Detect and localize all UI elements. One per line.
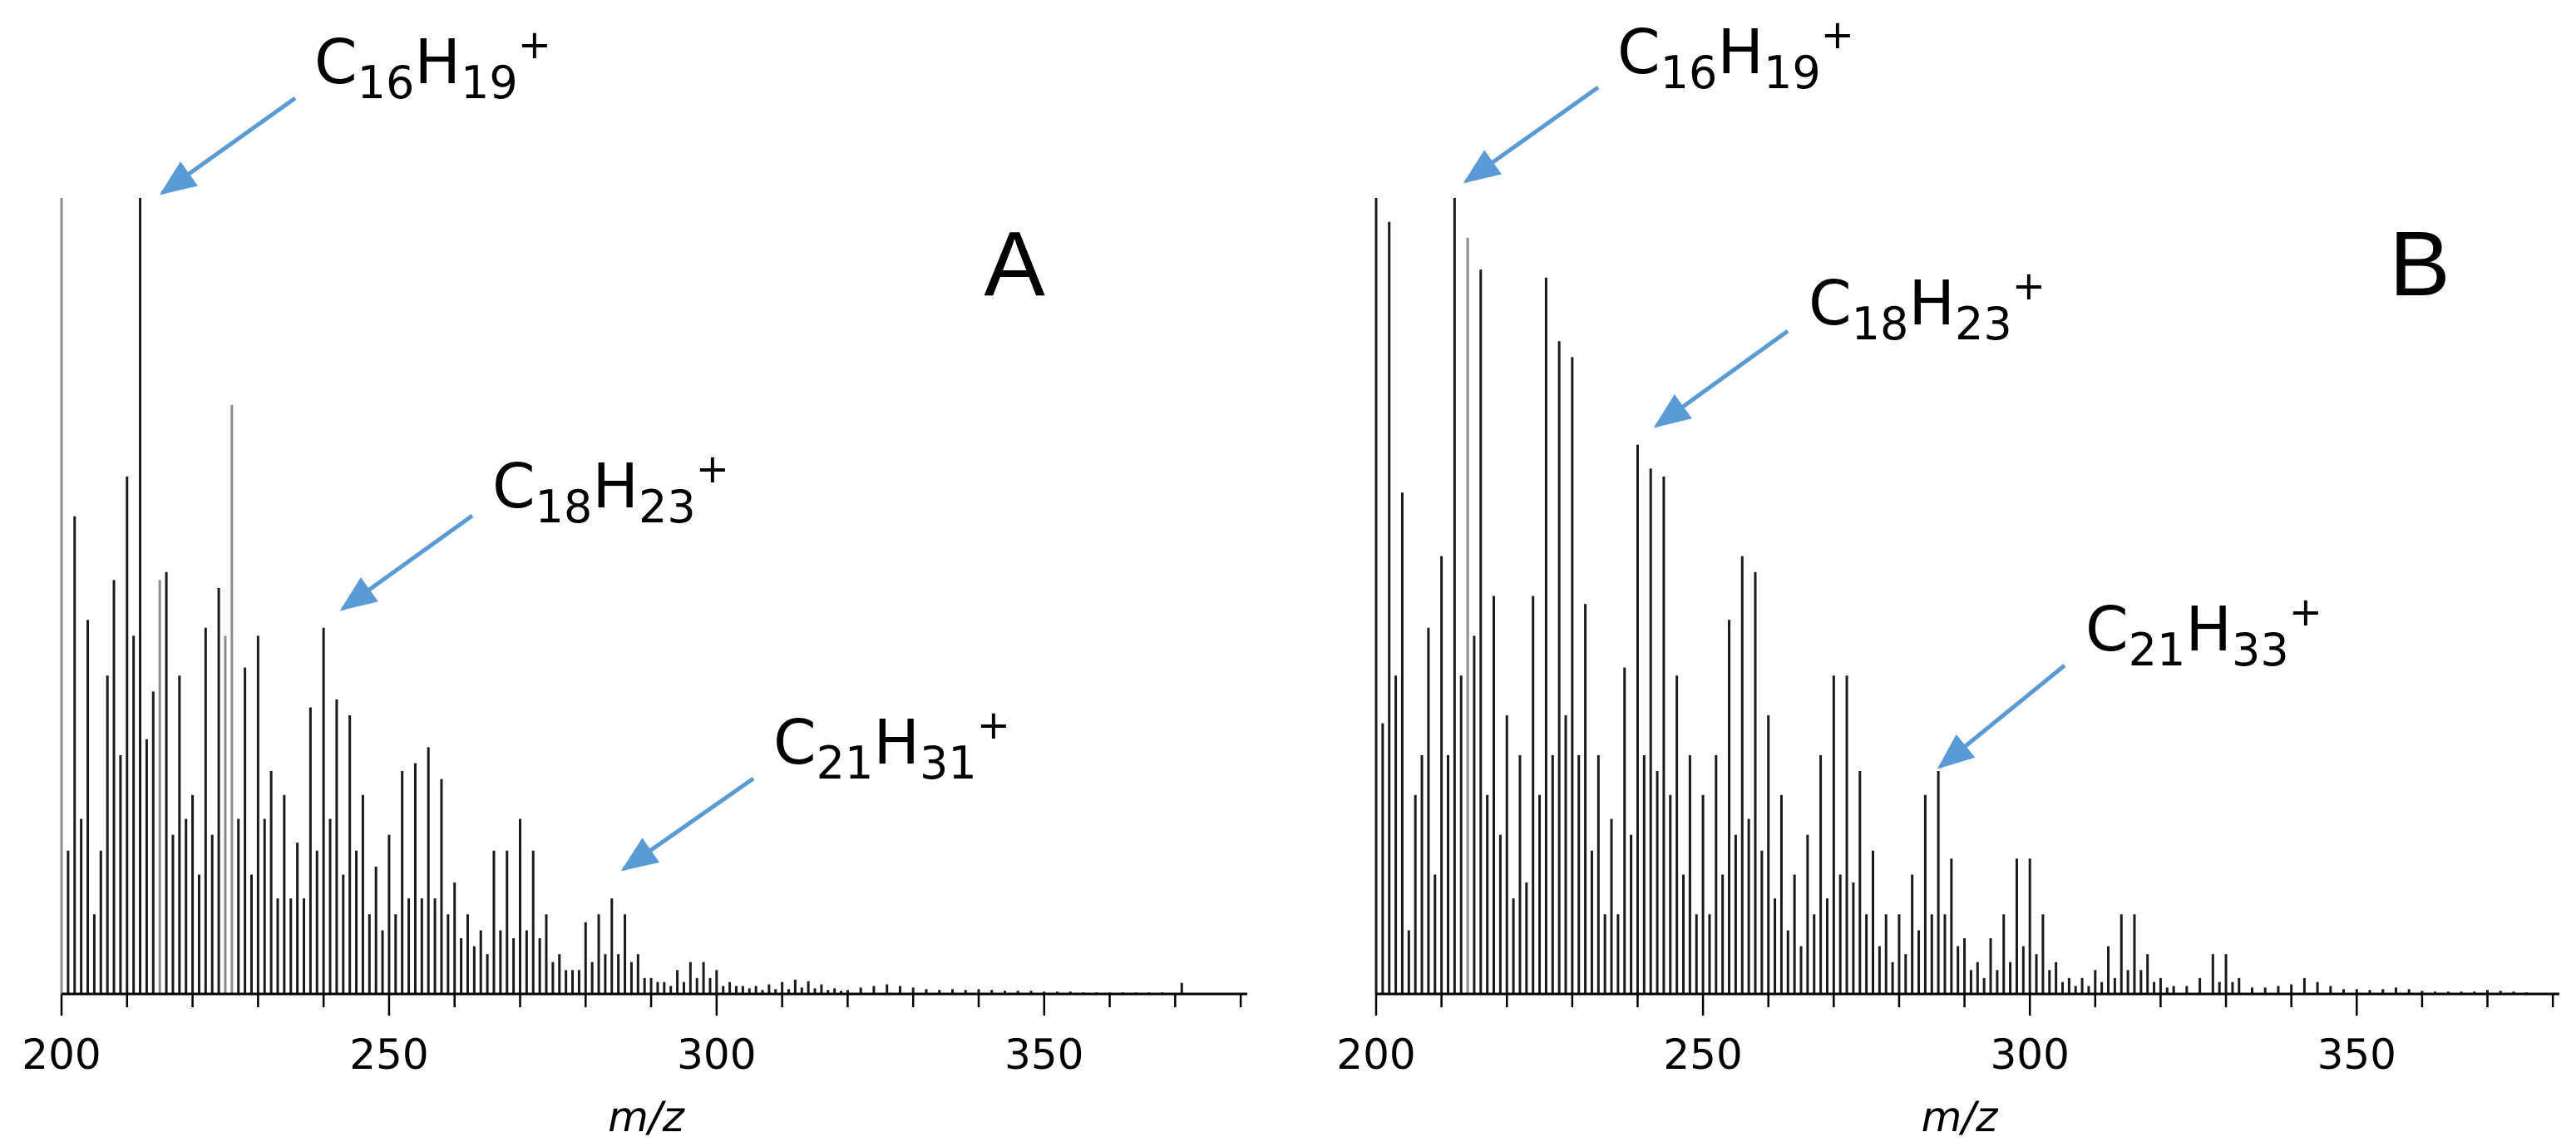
annotation-arrow	[1937, 664, 2066, 769]
x-tick-label: 250	[349, 1031, 428, 1079]
formula-label-c18h23: C18H23+	[1809, 263, 2046, 350]
x-tick-label: 300	[677, 1031, 756, 1079]
formula-label-c21h33: C21H33+	[2085, 589, 2322, 676]
annotation-arrow	[1653, 329, 1789, 428]
panel-label: A	[984, 213, 1045, 315]
annotation-arrow	[620, 776, 755, 872]
x-tick-label: 200	[1336, 1031, 1415, 1079]
spectrum-panel-b: 200 250 300 350 m/z B C16H19+ C18H23+ C21H33+	[1336, 12, 2559, 1141]
formula-label-c21h31: C21H31+	[773, 702, 1010, 789]
x-axis-label: m/z	[1922, 1093, 2000, 1141]
x-axis-label: m/z	[608, 1093, 686, 1141]
spectrum-panel-a: 200 250 300 350 m/z A C16H19+ C18H23+ C21H31+	[22, 22, 1247, 1141]
x-tick-label: 350	[1004, 1031, 1083, 1079]
annotation-arrow	[159, 96, 297, 195]
formula-label-c16h19: C16H19+	[314, 22, 551, 109]
x-tick-label: 250	[1663, 1031, 1742, 1079]
x-tick-label: 300	[1990, 1031, 2069, 1079]
x-tick-label: 350	[2317, 1031, 2396, 1079]
annotation-arrow	[339, 513, 474, 611]
formula-label-c16h19: C16H19+	[1617, 12, 1854, 99]
annotation-arrow	[1463, 85, 1600, 184]
x-tick-label: 200	[22, 1031, 101, 1079]
panel-label: B	[2389, 213, 2450, 315]
formula-label-c18h23: C18H23+	[492, 446, 729, 533]
